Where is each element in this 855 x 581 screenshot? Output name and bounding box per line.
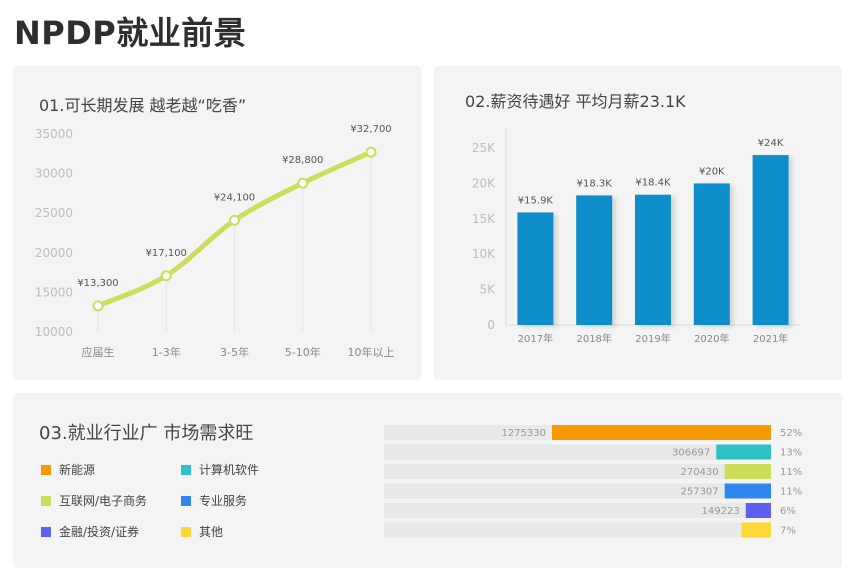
legend-label: 其他: [199, 525, 224, 539]
value-label: ¥24K: [758, 138, 784, 149]
industry-legend: 新能源 计算机软件互联网/电子商务 专业服务金融/投资/证券 其他: [41, 461, 341, 561]
y-tick-label: 5K: [479, 283, 496, 297]
percent-label: 7%: [780, 526, 796, 537]
industry-bar: [745, 503, 771, 518]
salary-bar: [576, 195, 613, 325]
x-tick-label: 2020年: [694, 332, 729, 345]
salary-bar: [752, 155, 789, 325]
value-label: ¥15.9K: [518, 195, 554, 206]
bar-track: [384, 464, 771, 479]
legend-item: 金融/投资/证券: [41, 523, 139, 540]
y-tick-label: 0: [487, 318, 495, 332]
page-title: NPDP就业前景: [14, 14, 247, 52]
percent-label: 13%: [780, 448, 802, 459]
salary-bar: [517, 212, 554, 325]
data-point: [160, 270, 172, 282]
salary-growth-line-chart: 10000 15000 20000 25000 30000 35000 应届生 1-3年 3-5…: [35, 124, 395, 359]
y-tick-label: 15000: [35, 285, 73, 299]
percent-label: 11%: [780, 467, 802, 478]
value-label: 149223: [702, 506, 740, 517]
bar-track: [384, 522, 771, 538]
x-tick-label: 3-5年: [220, 345, 249, 359]
legend-swatch: [181, 464, 191, 475]
legend-swatch: [181, 495, 191, 506]
annual-salary-bar-chart: 0 5K 10K 15K 20K 25K ¥15.9K 2017年 ¥18.3K 2018年 ¥18…: [472, 128, 800, 345]
x-tick-label: 2019年: [635, 332, 670, 345]
value-label: ¥13,300: [77, 278, 118, 289]
value-label: ¥24,100: [214, 192, 255, 203]
legend-item: 计算机软件: [181, 461, 259, 478]
bar-track: [384, 483, 771, 499]
legend-swatch: [41, 495, 51, 506]
y-tick-label: 20K: [472, 176, 496, 190]
industry-bar: [716, 444, 771, 460]
x-tick-label: 2021年: [753, 332, 788, 345]
y-tick-label: 15K: [472, 212, 496, 226]
legend-swatch: [181, 526, 191, 537]
salary-bar: [635, 194, 671, 325]
data-point: [297, 177, 309, 189]
x-tick-label: 10年以上: [348, 345, 395, 359]
legend-item: 互联网/电子商务: [41, 492, 147, 509]
panel-industries: 03.就业行业广 市场需求旺 新能源 计算机软件互联网/电子商务 专业服务金融/投资…: [13, 393, 842, 568]
y-tick-label: 10K: [472, 247, 496, 261]
value-label: ¥18.4K: [635, 178, 671, 189]
panel-salary: 02.薪资待遇好 平均月薪23.1K 0 5K 10K 15K 20K 25K ¥15.9K…: [434, 66, 842, 380]
industry-bar: [741, 522, 771, 538]
bar-track: [384, 503, 771, 518]
y-tick-label: 35000: [35, 127, 73, 141]
value-label: ¥17,100: [146, 248, 187, 259]
y-tick-label: 25000: [35, 206, 73, 220]
industry-bar: [724, 464, 771, 479]
value-label: 257307: [680, 487, 718, 498]
legend-label: 金融/投资/证券: [59, 525, 140, 539]
salary-bar: [693, 183, 730, 325]
data-point: [365, 146, 377, 158]
legend-item: 专业服务: [181, 492, 247, 509]
panel-title-career-growth: 01.可长期发展 越老越“吃香”: [39, 96, 247, 115]
legend-item: 新能源: [41, 461, 95, 478]
x-tick-label: 2018年: [576, 332, 611, 345]
x-tick-label: 应届生: [82, 345, 115, 359]
industry-bar: [552, 425, 771, 440]
legend-swatch: [41, 526, 51, 537]
legend-swatch: [41, 464, 51, 475]
value-label: 1275330: [501, 428, 546, 439]
legend-label: 专业服务: [199, 494, 248, 508]
legend-label: 新能源: [59, 463, 96, 477]
y-tick-label: 25K: [472, 141, 496, 155]
industry-bar: [724, 483, 771, 499]
y-tick-label: 20000: [35, 246, 73, 260]
value-label: ¥18.3K: [577, 178, 613, 189]
bar-track: [384, 444, 771, 460]
panel-title-industries: 03.就业行业广 市场需求旺: [39, 423, 254, 444]
data-point: [229, 214, 240, 226]
value-label: 270430: [680, 467, 718, 478]
panel-title-salary: 02.薪资待遇好 平均月薪23.1K: [465, 92, 686, 111]
industry-demand-bar-chart: 1275330 52% 306697 13% 270430 11% 257307 11% 149…: [384, 425, 802, 538]
value-label: ¥28,800: [282, 155, 323, 166]
value-label: ¥20K: [699, 166, 725, 177]
value-label: ¥32,700: [350, 124, 391, 135]
percent-label: 11%: [780, 487, 802, 498]
percent-label: 6%: [780, 506, 796, 517]
legend-item: 其他: [181, 523, 223, 540]
panel-career-growth: 01.可长期发展 越老越“吃香” 10000 15000 20000 25000 300…: [13, 66, 421, 380]
percent-label: 52%: [780, 428, 802, 439]
value-label: 306697: [672, 448, 710, 459]
legend-label: 互联网/电子商务: [59, 494, 148, 508]
y-tick-label: 30000: [35, 167, 73, 181]
x-tick-label: 2017年: [518, 332, 553, 345]
data-point: [92, 300, 104, 312]
y-tick-label: 10000: [35, 325, 73, 339]
x-tick-label: 5-10年: [285, 345, 321, 359]
x-tick-label: 1-3年: [152, 345, 181, 359]
legend-label: 计算机软件: [199, 463, 260, 477]
